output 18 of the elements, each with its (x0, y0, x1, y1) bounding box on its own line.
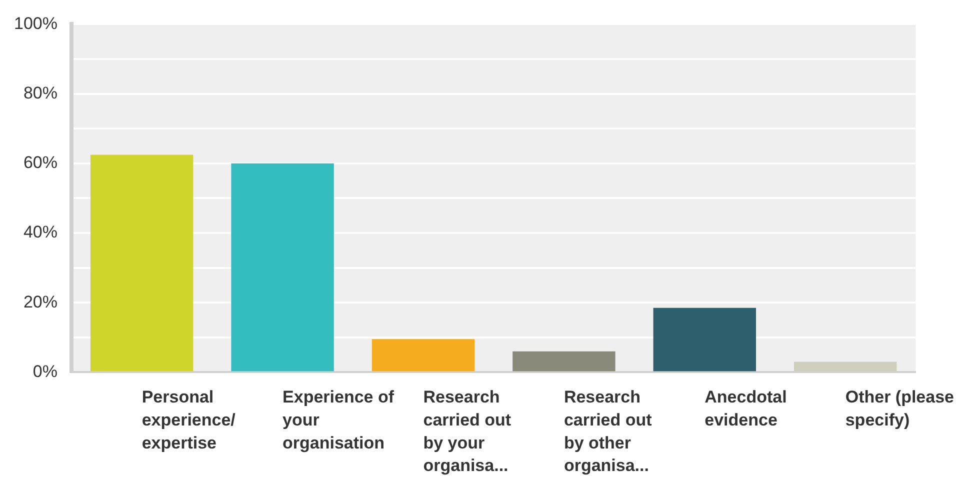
bar (90, 154, 194, 372)
x-tick-label: Experience of your organisation (282, 387, 394, 452)
x-tick-label: Other (please specify) (845, 387, 954, 430)
bar (794, 362, 897, 372)
bar (512, 351, 616, 372)
y-tick-label: 100% (14, 14, 58, 33)
x-tick-label: Research carried out by your organisa... (423, 387, 512, 476)
y-tick-label: 0% (32, 362, 58, 381)
bar (653, 308, 756, 372)
y-tick-label: 60% (23, 153, 58, 172)
bar (372, 339, 475, 372)
y-tick-label: 40% (23, 222, 58, 242)
bar (231, 163, 334, 372)
y-tick-label: 20% (23, 292, 58, 312)
x-tick-label: Personal experience/ expertise (142, 387, 236, 452)
x-tick-label: Anecdotal evidence (704, 387, 787, 430)
x-tick-label: Research carried out by other organisa... (564, 387, 652, 476)
y-tick-label: 80% (23, 83, 58, 102)
